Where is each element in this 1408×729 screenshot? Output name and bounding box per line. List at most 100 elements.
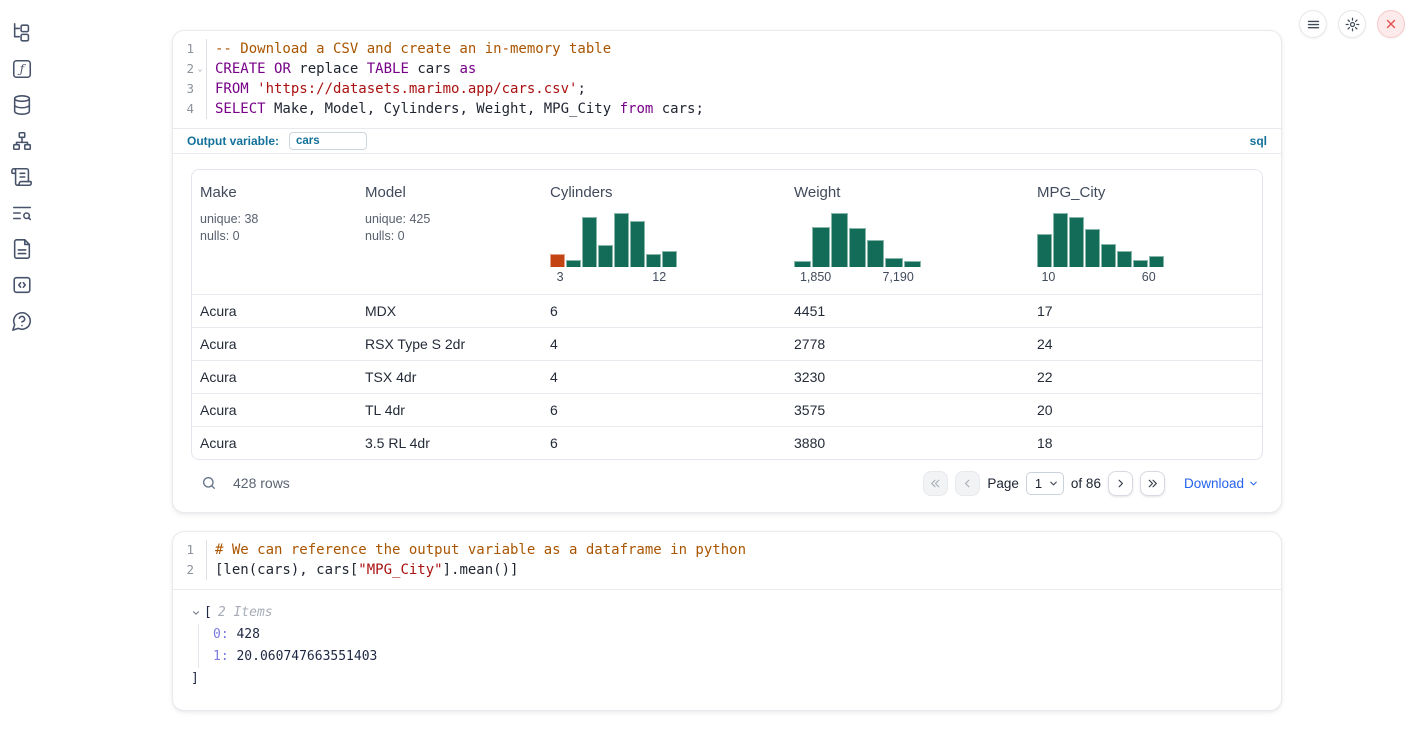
- tree-entry: 1: 20.060747663551403: [213, 646, 1263, 668]
- histogram-bar: [1053, 213, 1068, 267]
- weight-histogram: 1,850 7,190: [794, 213, 921, 286]
- table-cell: 6: [550, 435, 558, 451]
- items-count-label: 2 Items: [217, 605, 273, 620]
- column-title[interactable]: MPG_City: [1037, 184, 1106, 201]
- page-select-value: 1: [1034, 475, 1043, 491]
- prev-page-button[interactable]: [955, 470, 981, 496]
- histogram-bar: [903, 261, 921, 267]
- pagination: Page 1 of 86 Download: [923, 470, 1259, 496]
- fold-spacer: [194, 79, 206, 99]
- table-cell: Acura: [200, 402, 237, 418]
- sql-cell-output: Make unique: 38 nulls: 0 Model unique: 425 nu…: [173, 154, 1281, 512]
- document-icon[interactable]: [11, 238, 33, 260]
- page-label: Page: [987, 475, 1019, 491]
- histogram-bars: [550, 213, 677, 267]
- scroll-logs-icon[interactable]: [11, 166, 33, 188]
- last-page-button[interactable]: [1139, 470, 1165, 496]
- table-row[interactable]: Acura TSX 4dr 4 3230 22: [192, 360, 1262, 393]
- table-row[interactable]: Acura MDX 6 4451 17: [192, 294, 1262, 327]
- histogram-bar: [598, 245, 613, 267]
- column-header-mpg_city: MPG_City 10 60: [1029, 170, 1262, 294]
- axis-tick-label: 1,850: [799, 270, 832, 284]
- axis-tick-label: 10: [1041, 270, 1056, 284]
- download-button[interactable]: Download: [1184, 476, 1259, 491]
- fold-spacer: [194, 99, 206, 119]
- row-count: 428 rows: [233, 475, 290, 491]
- column-header-cylinders: Cylinders 3 12: [542, 170, 786, 294]
- output-variable-row: Output variable: sql: [173, 128, 1281, 154]
- table-row[interactable]: Acura RSX Type S 2dr 4 2778 24: [192, 327, 1262, 360]
- code-area[interactable]: # We can reference the output variable a…: [207, 540, 746, 580]
- mpg_city-histogram: 10 60: [1037, 213, 1164, 286]
- histogram-bar: [812, 227, 830, 267]
- code-line[interactable]: [len(cars), cars["MPG_City"].mean()]: [215, 562, 519, 578]
- table-cell: 4: [550, 369, 558, 385]
- chevron-right-icon: [1114, 477, 1127, 490]
- table-cell: 6: [550, 402, 558, 418]
- code-line[interactable]: CREATE OR replace TABLE cars as: [215, 61, 477, 77]
- table-cell: Acura: [200, 369, 237, 385]
- next-page-button[interactable]: [1107, 470, 1133, 496]
- table-cell: 6: [550, 303, 558, 319]
- table-row[interactable]: Acura TL 4dr 6 3575 20: [192, 393, 1262, 426]
- code-area[interactable]: -- Download a CSV and create an in-memor…: [207, 39, 704, 119]
- close-button[interactable]: [1377, 10, 1405, 38]
- tree-entry: 0: 428: [213, 624, 1263, 646]
- tree-root-row: [2 Items: [191, 602, 1263, 624]
- column-stats: unique: 425 nulls: 0: [365, 212, 431, 243]
- column-title[interactable]: Model: [365, 184, 406, 201]
- axis-tick-label: 60: [1141, 270, 1156, 284]
- histogram-bar: [1085, 229, 1100, 267]
- column-header-weight: Weight 1,850 7,190: [786, 170, 1029, 294]
- dependency-graph-icon[interactable]: [11, 130, 33, 152]
- settings-button[interactable]: [1338, 10, 1366, 38]
- line-number: 2: [186, 61, 194, 76]
- collapse-chevron-icon[interactable]: [191, 608, 201, 618]
- table-cell: 24: [1037, 336, 1053, 352]
- chevron-left-icon: [961, 477, 974, 490]
- entry-value: 20.060747663551403: [228, 649, 378, 664]
- line-number: 1: [186, 41, 194, 56]
- menu-button[interactable]: [1299, 10, 1327, 38]
- page-select[interactable]: 1: [1025, 471, 1064, 495]
- help-chat-icon[interactable]: [11, 310, 33, 332]
- histogram-bar: [662, 250, 677, 267]
- line-number: 1: [186, 542, 194, 557]
- output-variable-label: Output variable:: [187, 134, 280, 148]
- table-header: Make unique: 38 nulls: 0 Model unique: 425 nu…: [192, 170, 1262, 294]
- line-number: 4: [186, 101, 194, 116]
- code-line[interactable]: SELECT Make, Model, Cylinders, Weight, M…: [215, 101, 704, 117]
- column-title[interactable]: Weight: [794, 184, 841, 201]
- code-snippets-icon[interactable]: [11, 274, 33, 296]
- histogram-bar: [1117, 250, 1132, 267]
- code-line[interactable]: FROM 'https://datasets.marimo.app/cars.c…: [215, 81, 586, 97]
- histogram-bar: [1037, 233, 1052, 267]
- column-title[interactable]: Make: [200, 184, 237, 201]
- menu-icon: [1306, 17, 1321, 32]
- output-variable-input[interactable]: [289, 132, 368, 150]
- first-page-button[interactable]: [923, 470, 949, 496]
- histogram-bar: [630, 220, 645, 267]
- language-badge: sql: [1249, 134, 1267, 148]
- sql-code-editor[interactable]: 1 2 ⌄ 3 4 -- Download a CSV and create an in…: [173, 31, 1281, 128]
- code-line[interactable]: # We can reference the output variable a…: [215, 542, 747, 558]
- search-icon[interactable]: [201, 475, 217, 491]
- function-square-icon[interactable]: ƒ: [11, 58, 33, 80]
- line-number-gutter: 1 2 ⌄ 3 4: [173, 39, 207, 119]
- close-icon: [1384, 17, 1398, 31]
- database-icon[interactable]: [11, 94, 33, 116]
- code-line[interactable]: -- Download a CSV and create an in-memor…: [215, 41, 612, 57]
- table-cell: Acura: [200, 336, 237, 352]
- chevrons-right-icon: [1146, 477, 1159, 490]
- table-cell: 2778: [794, 336, 826, 352]
- table-row[interactable]: Acura 3.5 RL 4dr 6 3880 18: [192, 426, 1262, 459]
- text-search-icon[interactable]: [11, 202, 33, 224]
- column-header-make: Make unique: 38 nulls: 0: [192, 170, 357, 294]
- table-cell: 3575: [794, 402, 826, 418]
- fold-chevron-icon[interactable]: ⌄: [197, 64, 203, 73]
- file-explorer-tree-icon[interactable]: [11, 22, 33, 44]
- column-title[interactable]: Cylinders: [550, 184, 613, 201]
